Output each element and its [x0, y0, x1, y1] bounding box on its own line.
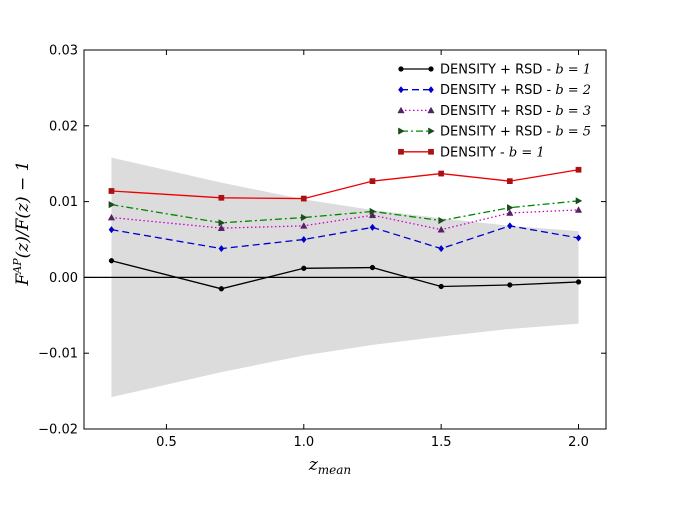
legend-label: DENSITY + RSD - b = 1	[440, 63, 591, 78]
series-5	[108, 166, 582, 202]
data-point	[506, 209, 514, 216]
legend-item-1: DENSITY + RSD - b = 1	[398, 63, 591, 78]
legend-marker	[398, 86, 404, 94]
series-4	[108, 197, 583, 227]
legend-marker	[428, 127, 435, 135]
data-point	[506, 178, 513, 184]
data-point	[506, 222, 513, 230]
legend-marker	[428, 86, 434, 94]
plot-frame	[83, 49, 607, 430]
data-point	[438, 283, 444, 290]
y-axis-title: FAP(z)/F(z) − 1	[11, 161, 33, 287]
data-point	[369, 178, 376, 184]
legend: DENSITY + RSD - b = 1 DENSITY + RSD - b =…	[397, 63, 591, 160]
data-point	[575, 234, 582, 242]
legend-marker	[398, 127, 405, 135]
data-point	[300, 195, 307, 202]
data-point	[575, 197, 583, 205]
data-point	[107, 213, 116, 221]
data-point	[300, 222, 308, 229]
data-point	[438, 216, 445, 225]
legend-marker	[428, 148, 434, 155]
legend-marker	[428, 66, 434, 72]
y-tick-label: 0.01	[49, 195, 78, 210]
x-axis-title: zmean	[308, 455, 351, 477]
legend-label: DENSITY + RSD - b = 2	[440, 83, 591, 98]
data-point	[300, 213, 308, 222]
data-point	[369, 223, 376, 231]
legend-marker	[427, 106, 435, 114]
data-point	[108, 201, 116, 209]
x-tick-label: 2.0	[568, 435, 589, 450]
legend-marker	[398, 148, 404, 155]
y-tick-label: 0.00	[49, 271, 78, 286]
data-point	[301, 265, 307, 271]
data-point	[218, 286, 225, 292]
data-point	[575, 279, 582, 285]
y-tick-label: 0.02	[49, 119, 78, 134]
data-point	[507, 282, 513, 288]
data-point	[438, 244, 445, 253]
y-tick-label: −0.01	[38, 347, 78, 362]
legend-label: DENSITY + RSD - b = 3	[440, 104, 591, 119]
x-axis: 0.5 1.0 1.5 2.0	[156, 50, 589, 450]
data-point	[108, 258, 115, 264]
series-group	[107, 166, 583, 292]
x-tick-label: 1.0	[293, 435, 314, 450]
data-point	[369, 264, 376, 271]
series-2	[108, 222, 582, 253]
data-point	[218, 194, 225, 201]
series-1	[108, 258, 582, 292]
data-point	[437, 225, 445, 233]
x-tick-label: 0.5	[156, 435, 177, 450]
legend-marker	[397, 106, 405, 114]
data-point	[108, 188, 115, 194]
data-point	[218, 219, 226, 227]
legend-item-2: DENSITY + RSD - b = 2	[398, 83, 591, 98]
svg-text:FAP(z)/F(z) − 1: FAP(z)/F(z) − 1	[11, 161, 33, 287]
y-tick-label: 0.03	[49, 44, 78, 59]
data-point	[438, 170, 445, 177]
series-3	[107, 206, 583, 233]
data-point	[218, 244, 225, 253]
legend-marker	[398, 66, 404, 72]
legend-label: DENSITY - b = 1	[440, 145, 545, 160]
legend-item-5: DENSITY - b = 1	[398, 145, 545, 160]
legend-item-3: DENSITY + RSD - b = 3	[397, 104, 591, 119]
y-axis: −0.02 −0.01 0.00 0.01 0.02 0.03	[38, 44, 606, 438]
data-point	[368, 211, 377, 219]
data-point	[217, 224, 225, 231]
data-point	[507, 204, 514, 212]
legend-label: DENSITY + RSD - b = 5	[440, 125, 591, 140]
y-tick-label: −0.02	[38, 423, 78, 438]
data-point	[300, 235, 307, 244]
data-point	[575, 166, 582, 173]
x-tick-label: 1.5	[431, 435, 452, 450]
data-point	[369, 207, 377, 216]
data-point	[108, 226, 115, 234]
legend-item-4: DENSITY + RSD - b = 5	[398, 125, 591, 140]
data-point	[574, 206, 583, 213]
